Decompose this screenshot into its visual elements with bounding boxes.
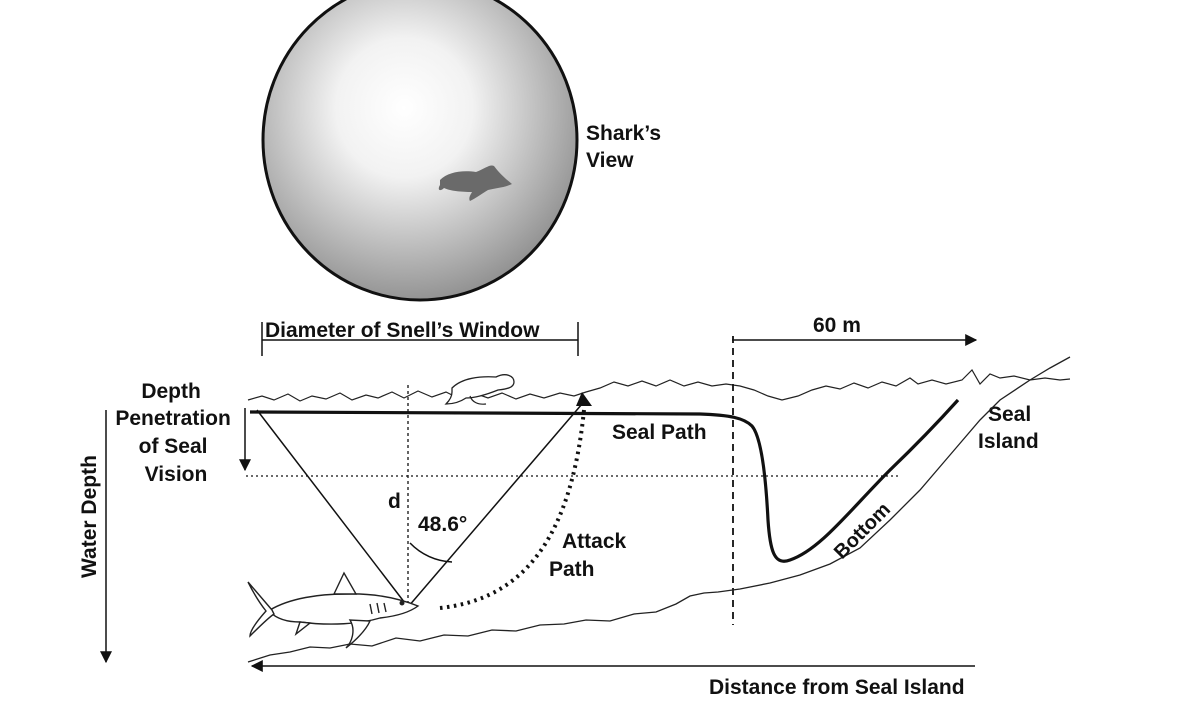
seal-path-label: Seal Path <box>612 421 707 444</box>
seal-island-label: Seal Island <box>978 403 1039 453</box>
sea-floor-outline <box>247 356 1071 663</box>
snells-window-cone <box>256 403 583 608</box>
snells-window-bracket <box>261 322 579 356</box>
water-depth-label: Water Depth <box>78 455 101 578</box>
depth-penetration-label: Depth Penetration of Seal Vision <box>115 380 236 486</box>
depth-d-label: d <box>388 490 401 513</box>
distance-60m-label: 60 m <box>813 314 861 337</box>
attack-path-label: Attack Path <box>549 530 632 581</box>
angle-arc <box>409 542 453 563</box>
seal-path-line <box>249 398 960 563</box>
sharks-view-label: Shark’s View <box>586 122 667 172</box>
cone-arrowhead <box>576 392 592 406</box>
seal-flipper <box>469 395 487 405</box>
distance-axis-label: Distance from Seal Island <box>709 676 965 699</box>
water-surface <box>247 369 1071 402</box>
snells-window-label: Diameter of Snell’s Window <box>265 319 540 342</box>
bottom-label: Bottom <box>830 498 895 563</box>
sharks-view-window <box>261 0 579 302</box>
seal-silhouette-icon <box>438 165 512 201</box>
attack-path <box>439 409 586 610</box>
shark-icon <box>247 571 420 649</box>
angle-label: 48.6° <box>418 513 467 536</box>
seal-icon <box>444 374 515 405</box>
